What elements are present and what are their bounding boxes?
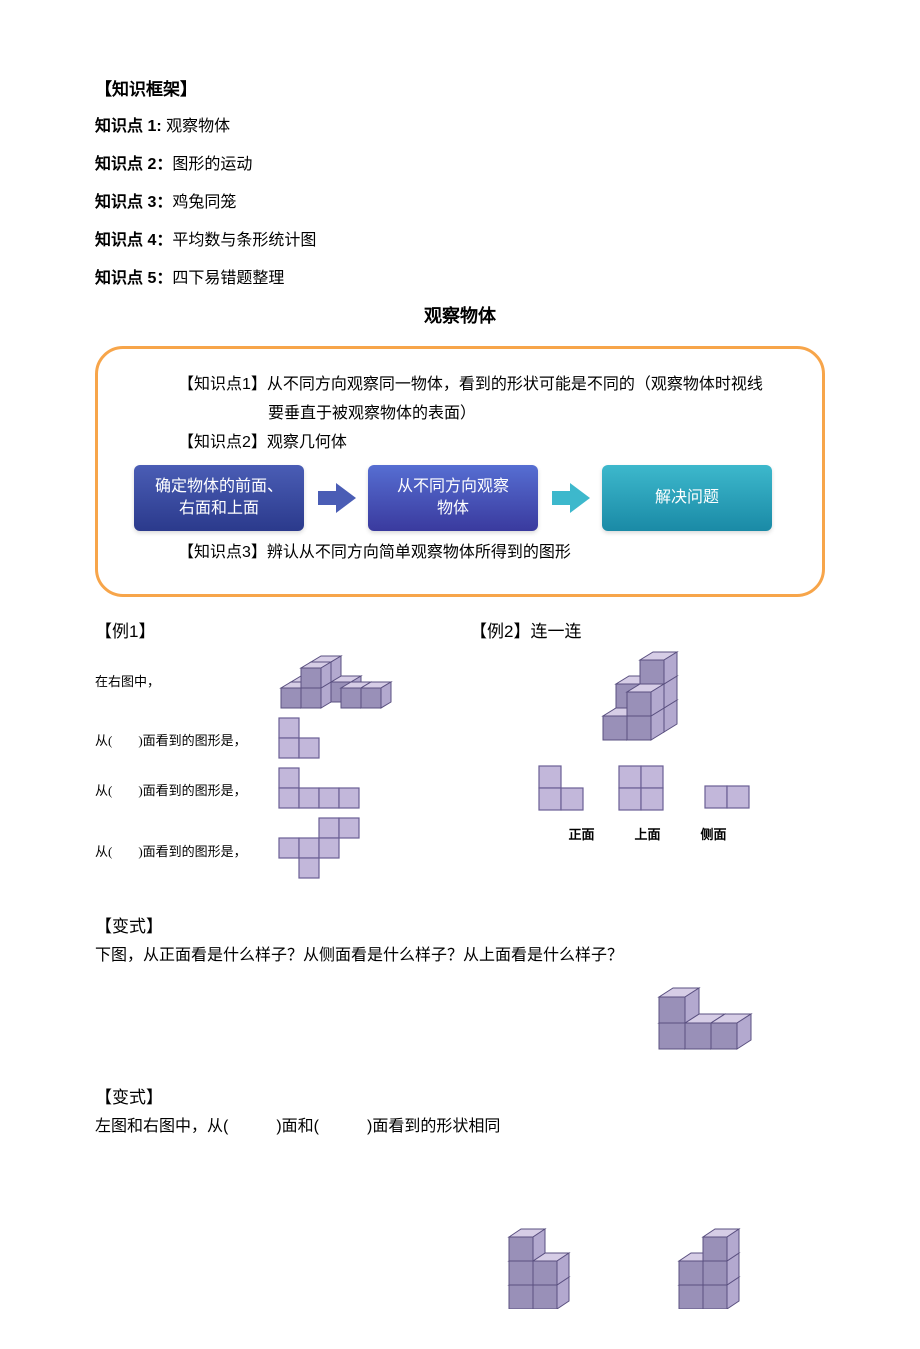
- ex2-shape-1: [537, 764, 587, 812]
- flow-box-2: 从不同方向观察 物体: [368, 465, 538, 531]
- kb-line-3: 【知识点3】辨认从不同方向简单观察物体所得到的图形: [178, 539, 792, 568]
- arrow-icon-1: [318, 481, 358, 515]
- kp-5: 知识点 5：四下易错题整理: [95, 264, 825, 288]
- v2-figure-right: [665, 1199, 765, 1309]
- kb-line-1b: 要垂直于被观察物体的表面）: [268, 400, 792, 429]
- v1-title: 【变式】: [95, 912, 825, 937]
- ex1-title: 【例1】: [95, 617, 450, 642]
- ex1-intro: 在右图中，: [95, 671, 275, 690]
- kp-3: 知识点 3：鸡兔同笼: [95, 188, 825, 212]
- ex2-shape-3: [703, 782, 759, 812]
- flow-box-1: 确定物体的前面、 右面和上面: [134, 465, 304, 531]
- ex1-shape-2: [275, 766, 369, 812]
- kb-line-2: 【知识点2】观察几何体: [178, 429, 792, 458]
- ex2-label-front: 正面: [568, 824, 594, 843]
- kp-1: 知识点 1: 观察物体: [95, 112, 825, 136]
- v2-figure-left: [495, 1199, 595, 1309]
- arrow-icon-2: [552, 481, 592, 515]
- v1-figure: [645, 979, 785, 1059]
- kp-4: 知识点 4：平均数与条形统计图: [95, 226, 825, 250]
- v2-text: 左图和右图中，从( )面和( )面看到的形状相同: [95, 1114, 825, 1140]
- ex1-row-2: 从( )面看到的图形是，: [95, 780, 275, 799]
- example-1: 【例1】 在右图中， 从( )面看到的图形是， 从( )面看到的图形是， 从( …: [95, 617, 450, 888]
- ex2-title: 【例2】连一连: [470, 617, 825, 642]
- flow-box-3: 解决问题: [602, 465, 772, 531]
- framework-title: 【知识框架】: [95, 75, 825, 100]
- kp-2: 知识点 2：图形的运动: [95, 150, 825, 174]
- ex1-row-3: 从( )面看到的图形是，: [95, 841, 275, 860]
- kb-line-1a: 【知识点1】从不同方向观察同一物体，看到的形状可能是不同的（观察物体时视线: [178, 371, 792, 400]
- ex2-label-top: 上面: [634, 824, 660, 843]
- flow-row: 确定物体的前面、 右面和上面 从不同方向观察 物体 解决问题: [134, 465, 792, 531]
- ex2-shape-2: [617, 764, 673, 812]
- knowledge-box: 【知识点1】从不同方向观察同一物体，看到的形状可能是不同的（观察物体时视线 要垂…: [95, 346, 825, 597]
- ex2-labels: 正面 上面 侧面: [470, 824, 825, 843]
- ex2-iso-figure: [583, 650, 713, 750]
- center-title: 观察物体: [95, 302, 825, 328]
- variant-1: 【变式】 下图，从正面看是什么样子？从侧面看是什么样子？从上面看是什么样子？: [95, 912, 825, 1059]
- v2-title: 【变式】: [95, 1083, 825, 1108]
- ex1-shape-1: [275, 716, 325, 762]
- ex1-row-1: 从( )面看到的图形是，: [95, 730, 275, 749]
- ex1-shape-3: [275, 816, 395, 884]
- example-2: 【例2】连一连 正面 上面 侧面: [470, 617, 825, 888]
- ex2-label-side: 侧面: [701, 824, 727, 843]
- ex1-iso-figure: [275, 648, 435, 712]
- variant-2: 【变式】 左图和右图中，从( )面和( )面看到的形状相同: [95, 1083, 825, 1310]
- v1-text: 下图，从正面看是什么样子？从侧面看是什么样子？从上面看是什么样子？: [95, 943, 825, 969]
